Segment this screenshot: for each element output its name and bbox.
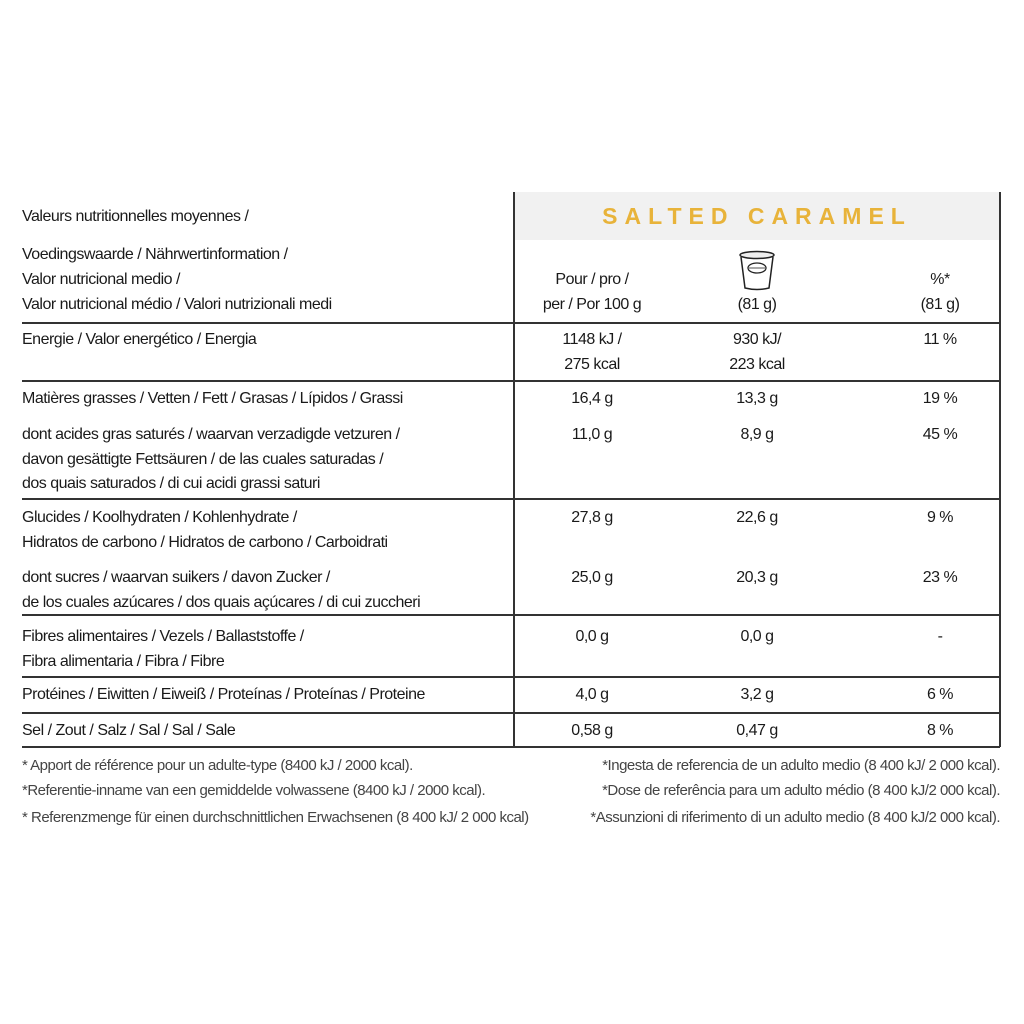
header-label: Voedingswaarde / Nährwertinformation / [22, 246, 288, 263]
value-per-portion: 3,2 g [740, 686, 774, 703]
value-per-100g: 275 kcal [564, 355, 620, 373]
header-label: Valor nutricional medio / [22, 271, 180, 288]
nutrient-label: Hidratos de carbono / Hidratos de carbon… [22, 533, 388, 551]
header-label: Valor nutricional médio / Valori nutrizi… [22, 296, 332, 313]
column-divider [513, 192, 515, 747]
footnote: * Referenzmenge für einen durchschnittli… [22, 809, 529, 826]
product-header-band [514, 192, 1000, 240]
value-reference-intake: 45 % [922, 426, 958, 443]
row-divider [22, 380, 1000, 382]
nutrient-label: davon gesättigte Fettsäuren / de las cua… [22, 450, 384, 468]
value-per-portion: 930 kJ/ [732, 331, 782, 348]
value-reference-intake: 11 % [923, 331, 957, 348]
value-per-100g: 16,4 g [571, 390, 613, 407]
value-per-100g: 11,0 g [571, 426, 613, 443]
value-reference-intake: 23 % [922, 569, 958, 586]
footnote: *Referentie-inname van een gemiddelde vo… [22, 782, 486, 799]
col-ri-header: %* [930, 271, 950, 288]
nutrient-label: dos quais saturados / di cui acidi grass… [22, 475, 320, 492]
row-divider [22, 746, 1000, 748]
nutrient-label: Glucides / Koolhydraten / Kohlenhydrate … [22, 509, 297, 526]
nutrient-label: dont acides gras saturés / waarvan verza… [22, 426, 400, 443]
row-divider [22, 498, 1000, 500]
row-divider [22, 322, 1000, 324]
value-reference-intake: 8 % [926, 722, 954, 739]
value-reference-intake: 6 % [926, 686, 954, 703]
col-per100-header: Pour / pro / [555, 271, 629, 288]
footnote: *Dose de referência para um adulto médio… [602, 782, 1000, 799]
value-per-portion: 223 kcal [729, 355, 785, 373]
footnote: *Ingesta de referencia de un adulto medi… [602, 757, 1000, 774]
value-per-100g: 4,0 g [575, 686, 609, 703]
value-per-100g: 25,0 g [571, 569, 613, 586]
value-per-portion: 0,47 g [736, 722, 778, 739]
value-per-100g: 0,58 g [571, 722, 613, 739]
nutrient-label: Fibres alimentaires / Vezels / Ballastst… [22, 628, 304, 645]
value-per-100g: 27,8 g [571, 509, 613, 526]
row-divider [22, 712, 1000, 714]
col-per100-header: per / Por 100 g [542, 296, 642, 313]
value-per-portion: 20,3 g [736, 569, 778, 586]
value-per-100g: 1148 kJ / [562, 331, 622, 348]
row-divider [22, 676, 1000, 678]
value-per-portion: 8,9 g [740, 426, 774, 443]
row-divider [22, 614, 1000, 616]
nutrient-label: Fibra alimentaria / Fibra / Fibre [22, 652, 225, 670]
footnote: * Apport de référence pour un adulte-typ… [22, 757, 413, 774]
value-per-portion: 0,0 g [740, 628, 774, 645]
col-portion-header: (81 g) [737, 296, 777, 313]
nutrient-label: Matières grasses / Vetten / Fett / Grasa… [22, 390, 403, 407]
nutrient-label: dont sucres / waarvan suikers / davon Zu… [22, 569, 330, 586]
footnote: *Assunzioni di riferimento di un adulto … [590, 809, 1000, 826]
nutrient-label: Sel / Zout / Salz / Sal / Sal / Sale [22, 722, 236, 739]
col-ri-header: (81 g) [920, 296, 960, 313]
value-per-portion: 13,3 g [736, 390, 778, 407]
table-right-border [999, 192, 1001, 747]
header-label: Valeurs nutritionnelles moyennes / [22, 208, 249, 225]
value-reference-intake: 19 % [922, 390, 958, 407]
nutrient-label: Protéines / Eiwitten / Eiweiß / Proteína… [22, 686, 425, 703]
yogurt-cup-icon [739, 250, 775, 291]
nutrient-label: Energie / Valor energético / Energia [22, 331, 257, 348]
nutrient-label: de los cuales azúcares / dos quais açúca… [22, 593, 421, 611]
value-per-portion: 22,6 g [736, 509, 778, 526]
product-name: SALTED CARAMEL [602, 203, 912, 229]
value-per-100g: 0,0 g [575, 628, 609, 645]
value-reference-intake: 9 % [926, 509, 954, 526]
value-reference-intake: - [937, 628, 943, 645]
